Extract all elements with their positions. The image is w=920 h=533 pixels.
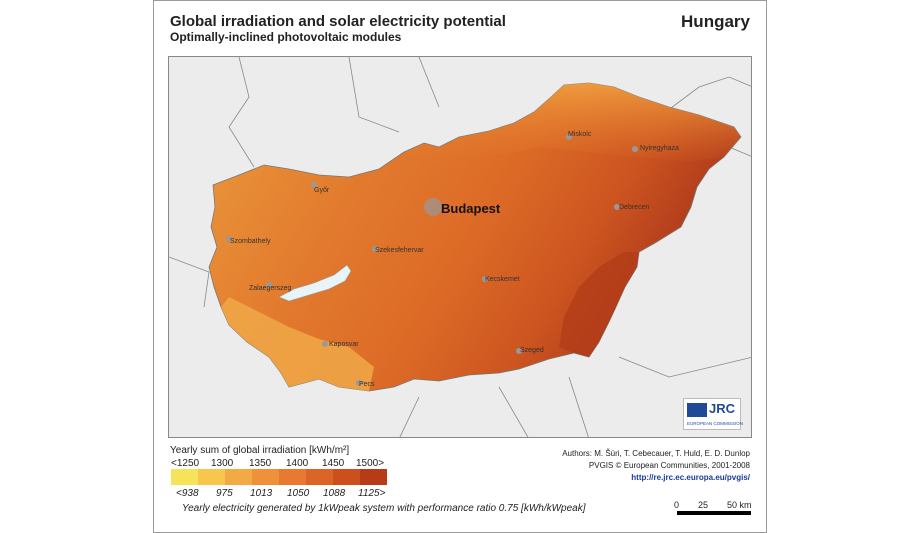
electricity-tick: 1088: [323, 488, 346, 499]
irradiation-tick: <1250: [171, 458, 200, 469]
city-label-gyor: Győr: [314, 187, 330, 194]
scale-bar: [677, 511, 751, 515]
irradiation-tick: 1450: [322, 458, 345, 469]
hungary-map-graphic: [169, 57, 751, 437]
capital-label: Budapest: [441, 201, 501, 216]
irradiation-tick: 1350: [249, 458, 272, 469]
solar-map: Miskolc Nyiregyhaza Győr Debrecen Szomba…: [168, 56, 752, 438]
country-borders: [169, 57, 751, 437]
north-highlands: [404, 83, 741, 167]
legend-color-swatch: [225, 469, 252, 485]
electricity-tick: 1013: [250, 488, 273, 499]
electricity-tick: 1050: [287, 488, 310, 499]
country-label: Hungary: [681, 12, 750, 31]
city-label-debrecen: Debrecen: [619, 204, 650, 211]
southwest-zone: [221, 297, 374, 391]
jrc-logo-text: JRC: [709, 401, 736, 416]
scale-label-50: 50 km: [727, 500, 752, 510]
legend-color-swatch: [360, 469, 387, 485]
irradiation-tick: 1400: [286, 458, 309, 469]
authors-credit: Authors: M. Šúri, T. Cebecauer, T. Huld,…: [562, 449, 750, 458]
scale-label-25: 25: [698, 500, 709, 510]
city-label-szombathely: Szombathely: [230, 238, 271, 245]
legend-color-swatch: [198, 469, 225, 485]
irradiation-tick: 1500>: [356, 458, 385, 469]
eu-flag-icon: [687, 403, 707, 417]
electricity-tick: 1125>: [358, 488, 386, 499]
southeast-zone: [559, 252, 639, 357]
legend-color-swatch: [306, 469, 333, 485]
electricity-tick: 975: [216, 488, 233, 499]
lake-balaton: [278, 264, 352, 302]
city-label-szeged: Szeged: [520, 347, 544, 354]
legend-color-swatch: [333, 469, 360, 485]
city-label-nyiregyhaza: Nyiregyhaza: [640, 145, 679, 152]
legend-title: Yearly sum of global irradiation [kWh/m²…: [170, 445, 350, 456]
pvgis-link[interactable]: http://re.jrc.ec.europa.eu/pvgis/: [631, 473, 750, 482]
city-label-pecs: Pecs: [359, 381, 375, 388]
city-label-miskolc: Miskolc: [568, 131, 592, 138]
legend-color-swatch: [279, 469, 306, 485]
city-label-szekesfehervar: Szekesfehervar: [375, 247, 424, 254]
jrc-logo: JRC EUROPEAN COMMISSION: [683, 398, 744, 430]
legend-color-swatch: [252, 469, 279, 485]
city-label-kaposvar: Kaposvar: [329, 341, 359, 348]
scale-label-0: 0: [674, 500, 680, 510]
map-subtitle: Optimally-inclined photovoltaic modules: [170, 30, 402, 44]
copyright-credit: PVGIS © European Communities, 2001-2008: [588, 461, 750, 470]
jrc-logo-subtitle: EUROPEAN COMMISSION: [687, 421, 744, 426]
irradiation-tick: 1300: [211, 458, 234, 469]
legend-color-bar: [171, 469, 387, 485]
city-label-zalaegerszeg: Zalaegerszeg: [249, 285, 292, 292]
legend-footnote: Yearly electricity generated by 1kWpeak …: [182, 503, 586, 514]
city-label-kecskemet: Kecskemet: [485, 276, 520, 283]
city-markers: [226, 134, 638, 386]
legend-color-swatch: [171, 469, 198, 485]
electricity-tick: <938: [176, 488, 199, 499]
map-title: Global irradiation and solar electricity…: [170, 13, 506, 30]
